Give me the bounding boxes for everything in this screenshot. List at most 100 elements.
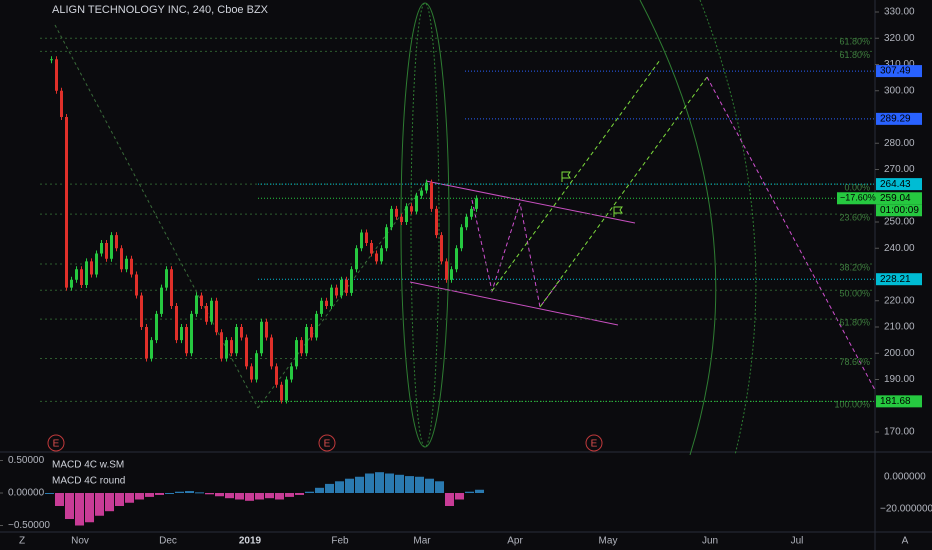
title: ALIGN TECHNOLOGY INC, 240, Cboe BZX xyxy=(52,4,269,16)
candle xyxy=(280,384,283,401)
price-tick-label: 210.00 xyxy=(884,322,915,333)
time-label: Dec xyxy=(159,536,177,547)
candle xyxy=(440,235,443,262)
macd-bar xyxy=(105,493,114,512)
fib-label: 38.20% xyxy=(839,262,870,272)
macd-bar xyxy=(325,483,334,493)
candle xyxy=(365,232,368,243)
macd-bar xyxy=(175,491,184,493)
candle xyxy=(305,327,308,354)
fib-label: 100.00% xyxy=(834,400,870,410)
macd-bar xyxy=(145,493,154,497)
projection xyxy=(539,76,708,308)
price-label: 307.49 xyxy=(880,66,911,77)
candle xyxy=(100,243,103,254)
candle xyxy=(90,261,93,275)
macd-bar xyxy=(445,493,454,506)
macd-left-tick: 0.50000 xyxy=(8,455,45,466)
candle xyxy=(130,258,133,275)
candle xyxy=(265,321,268,338)
trend xyxy=(54,24,259,409)
countdown-badge xyxy=(876,204,922,217)
macd-bar xyxy=(365,473,374,493)
macd-bar xyxy=(235,493,244,500)
candle xyxy=(245,337,248,367)
macd-bar xyxy=(375,472,384,493)
candle xyxy=(315,313,318,338)
price-label: 228.21 xyxy=(880,274,911,285)
candle xyxy=(105,243,108,259)
time-label: Jul xyxy=(791,536,804,547)
candle xyxy=(335,287,338,296)
candle xyxy=(205,306,208,322)
candle xyxy=(200,295,203,306)
flag xyxy=(613,206,623,217)
price-tick-label: 220.00 xyxy=(884,295,915,306)
candle xyxy=(145,327,148,359)
flag xyxy=(561,171,571,182)
fib-label: 61.80% xyxy=(839,37,870,47)
macd-bar xyxy=(295,493,304,495)
macd-bar xyxy=(285,493,294,497)
candle xyxy=(400,216,403,222)
price-tick-label: 170.00 xyxy=(884,427,915,438)
macd-bar xyxy=(155,493,164,495)
price-tick-label: 310.00 xyxy=(884,59,915,70)
macd-bar xyxy=(95,493,104,516)
candle xyxy=(295,340,298,367)
macd-bar xyxy=(125,493,134,503)
price-badge xyxy=(876,192,922,205)
price-badge xyxy=(876,395,922,408)
macd-bar xyxy=(65,493,74,519)
time-label: Nov xyxy=(71,536,89,547)
candle xyxy=(115,235,118,249)
candle xyxy=(95,253,98,275)
projection xyxy=(706,76,876,391)
event-label: E xyxy=(591,439,598,450)
price-tick-label: 250.00 xyxy=(884,217,915,228)
candle xyxy=(165,269,168,288)
macd-bar xyxy=(165,493,174,494)
time-label: Mar xyxy=(413,536,431,547)
candle xyxy=(150,340,153,359)
macd-left-tick: 0.00000 xyxy=(8,488,45,499)
candle xyxy=(340,279,343,296)
fib-label: 50.00% xyxy=(839,289,870,299)
candle xyxy=(330,287,333,306)
macd-bar xyxy=(425,478,434,493)
candle xyxy=(320,300,323,314)
candle xyxy=(450,269,453,280)
candle xyxy=(250,366,253,380)
macd-bar xyxy=(115,493,124,506)
macd-bar xyxy=(255,493,264,500)
macd-bar xyxy=(455,493,464,500)
drawings xyxy=(54,0,876,456)
macd-bar xyxy=(475,489,484,493)
macd-bar xyxy=(205,493,214,495)
candle xyxy=(430,182,433,209)
projection xyxy=(471,199,561,309)
candle xyxy=(50,59,53,61)
candle xyxy=(55,59,58,91)
candle xyxy=(455,248,458,270)
price-badge xyxy=(876,178,922,191)
fib-label: 0.00% xyxy=(844,182,870,192)
corner-left: Z xyxy=(19,536,25,547)
macd-bar xyxy=(315,487,324,493)
candle xyxy=(310,327,313,338)
candle xyxy=(220,332,223,359)
macd-name: MACD 4C w.SM xyxy=(52,460,124,471)
macd-bar xyxy=(465,491,474,493)
candle xyxy=(470,208,473,217)
price-tick-label: 300.00 xyxy=(884,85,915,96)
candle xyxy=(75,269,78,280)
candle xyxy=(70,279,73,288)
price-tick-label: 200.00 xyxy=(884,348,915,359)
candle xyxy=(125,258,128,270)
candle xyxy=(110,235,113,259)
candle xyxy=(385,227,388,249)
candle xyxy=(85,261,88,285)
candle xyxy=(395,208,398,217)
macd-right-tick: −20.000000 xyxy=(880,504,932,515)
